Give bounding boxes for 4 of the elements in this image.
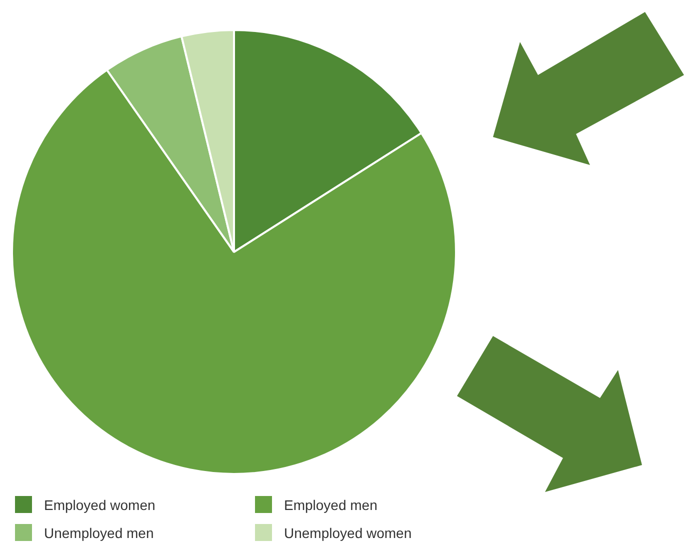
legend-label: Employed men xyxy=(284,496,378,512)
legend-label: Unemployed men xyxy=(44,524,154,540)
legend-label: Unemployed women xyxy=(284,524,412,540)
legend-label: Employed women xyxy=(44,496,156,512)
